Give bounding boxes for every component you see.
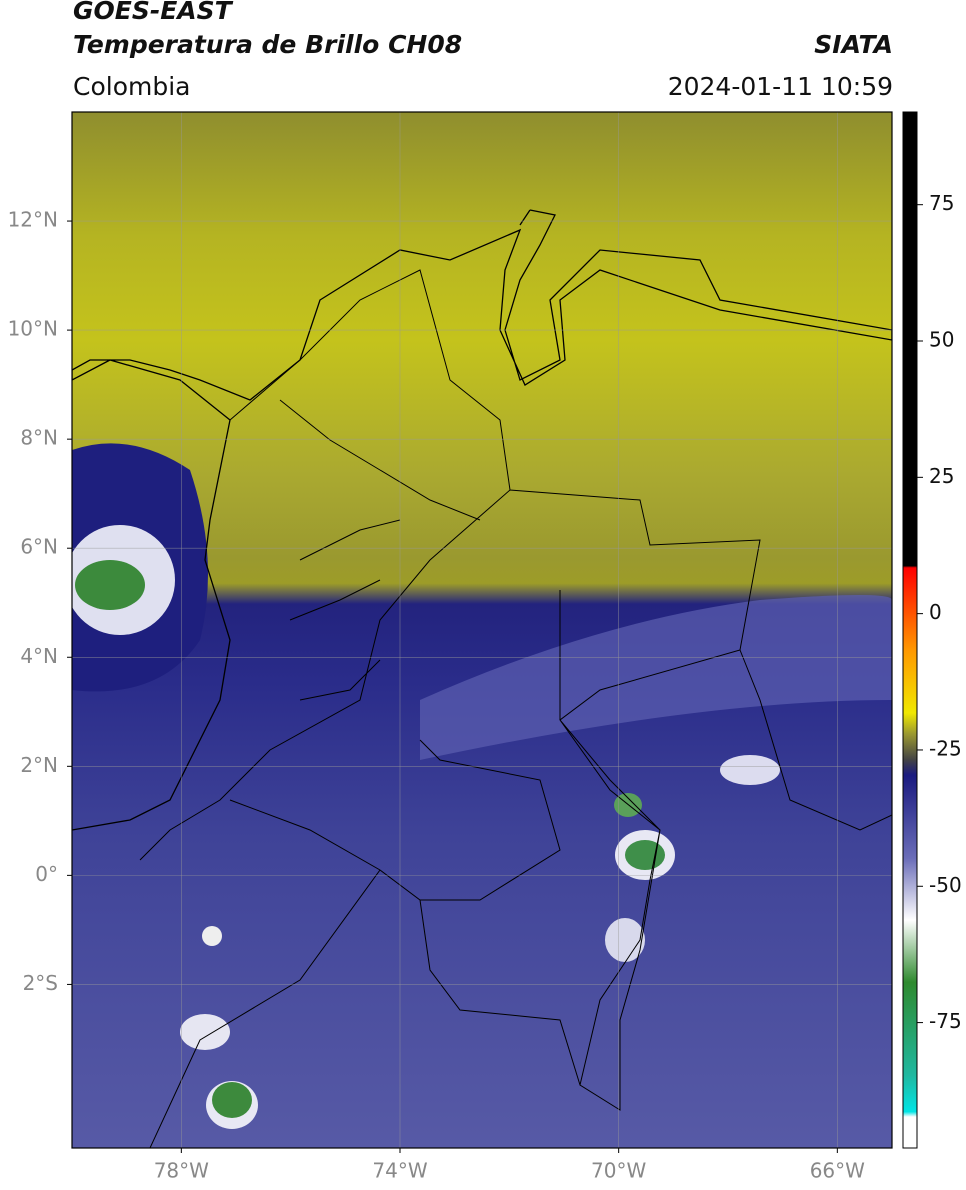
title: GOES-EAST	[73, 0, 232, 25]
imagery	[72, 112, 892, 1148]
map-frame	[71, 111, 893, 1149]
colorbar-label: 25	[929, 464, 954, 488]
lat-label: 6°N	[20, 535, 58, 559]
lat-label: 2°N	[20, 753, 58, 777]
colorbar-label: -25	[929, 736, 962, 760]
lon-label: 66°W	[810, 1159, 865, 1183]
lon-label: 78°W	[154, 1159, 209, 1183]
timestamp: 2024-01-11 10:59	[667, 72, 893, 101]
brand: SIATA	[814, 30, 893, 59]
region: Colombia	[73, 72, 191, 101]
lat-label: 10°N	[8, 317, 58, 341]
lat-label: 8°N	[20, 426, 58, 450]
colorbar-label: 50	[929, 328, 954, 352]
subtitle: Temperatura de Brillo CH08	[73, 30, 463, 59]
lon-label: 70°W	[591, 1159, 646, 1183]
lat-label: 4°N	[20, 644, 58, 668]
lat-label: 12°N	[8, 208, 58, 232]
lat-label: 0°	[35, 862, 58, 886]
colorbar-label: 0	[929, 600, 942, 624]
lat-label: 2°S	[23, 971, 58, 995]
colorbar-label: -75	[929, 1009, 962, 1033]
colorbar-label: -50	[929, 873, 962, 897]
colorbar	[902, 111, 918, 1149]
lon-label: 74°W	[372, 1159, 427, 1183]
colorbar-label: 75	[929, 191, 954, 215]
